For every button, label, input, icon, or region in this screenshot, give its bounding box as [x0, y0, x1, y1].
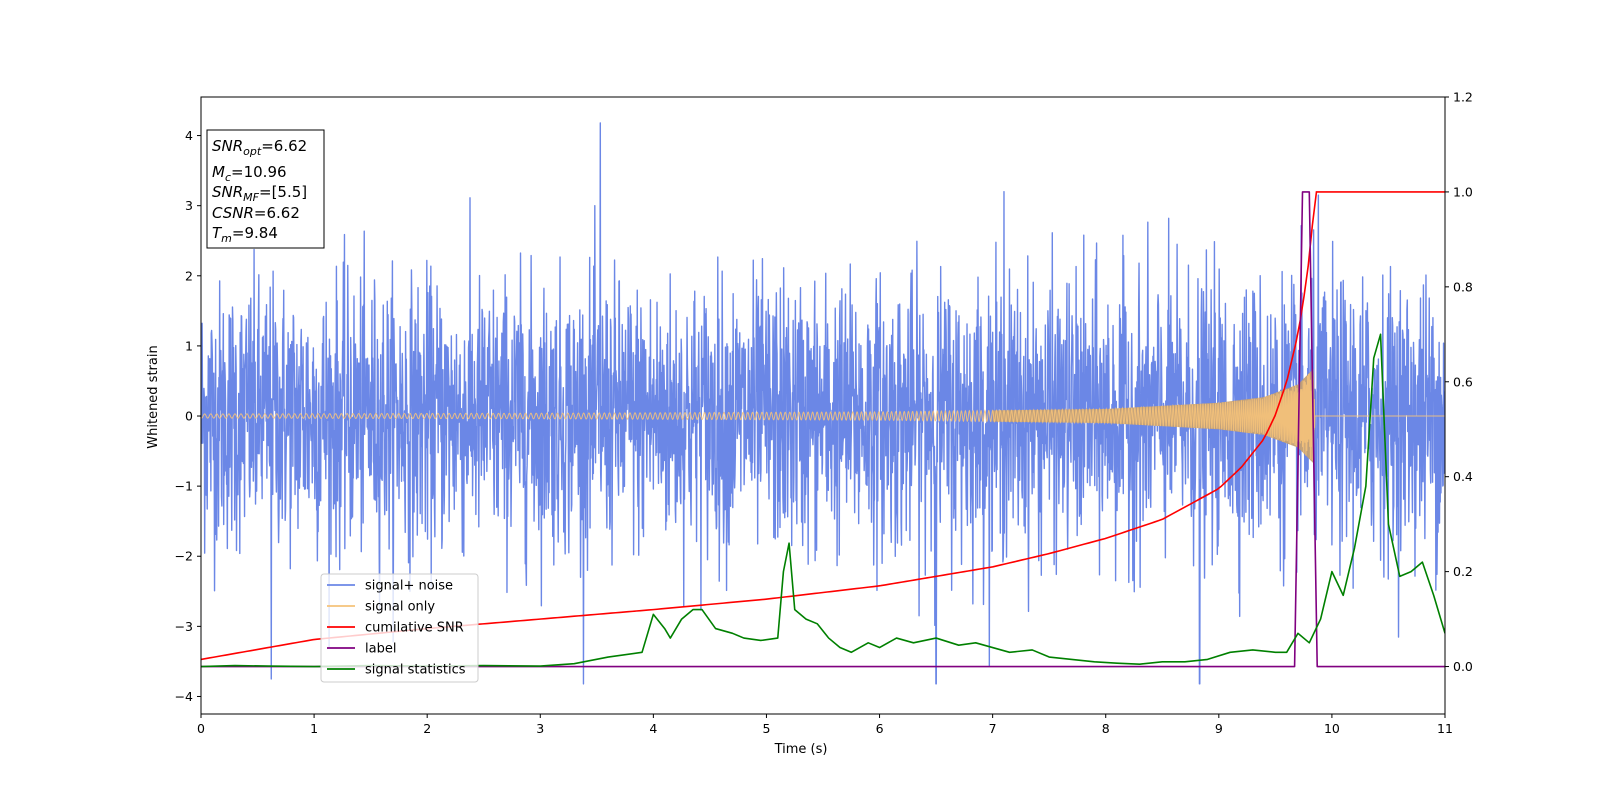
series-signal-only-line	[201, 371, 1445, 461]
series-label-line	[201, 191, 1445, 668]
x-tick-label: 11	[1437, 721, 1453, 736]
y-axis-label: Whitened strain	[146, 345, 161, 448]
x-tick-label: 5	[762, 721, 770, 736]
y2-tick-label: 0.2	[1453, 564, 1473, 579]
series-signal-statistics-line	[201, 333, 1445, 668]
x-tick-label: 8	[1102, 721, 1110, 736]
legend-entry-label: signal+ noise	[365, 579, 453, 594]
axes: 0 1 2 3 4 5 6 7 8 9 10 11 −4 −3 −2 −1 0 1 2 3 4 0.0 0.2 0.4 0.6 0…	[175, 90, 1473, 737]
y2-tick-label: 0.4	[1453, 469, 1473, 484]
y-tick-label: −3	[175, 619, 193, 634]
annotation-frame	[206, 129, 325, 249]
y2-tick-label: 0.6	[1453, 374, 1473, 389]
x-tick-label: 3	[536, 721, 544, 736]
annotation-line: Mc=10.96	[212, 163, 287, 184]
x-tick-label: 1	[310, 721, 318, 736]
legend-frame	[320, 573, 479, 683]
legend-entry-label: label	[365, 642, 396, 657]
x-tick-label: 7	[989, 721, 997, 736]
x-tick-label: 4	[649, 721, 657, 736]
y-tick-label: 1	[185, 338, 193, 353]
y2-tick-label: 0.8	[1453, 279, 1473, 294]
annotation-line: CSNR=6.62	[212, 204, 300, 222]
x-tick-label: 0	[197, 721, 205, 736]
annotation-line: SNRMF=[5.5]	[212, 183, 307, 204]
annotation-line: Tm=9.84	[212, 224, 278, 245]
y-tick-label: −1	[175, 479, 193, 494]
series-signal-noise-line	[201, 122, 1445, 685]
axes-frame	[200, 96, 1446, 715]
y2-tick-label: 1.0	[1453, 184, 1473, 199]
annotation-line: SNRopt=6.62	[212, 137, 307, 158]
y-tick-label: 0	[185, 409, 193, 424]
y-tick-label: −4	[175, 689, 193, 704]
y2-tick-label: 0.0	[1453, 659, 1473, 674]
y-tick-label: −2	[175, 549, 193, 564]
y-tick-label: 4	[185, 128, 193, 143]
x-tick-label: 6	[876, 721, 884, 736]
legend-entry-label: cumilative SNR	[365, 621, 464, 636]
x-axis-label: Time (s)	[774, 742, 828, 757]
x-tick-label: 9	[1215, 721, 1223, 736]
y-tick-label: 2	[185, 268, 193, 283]
legend-entry-label: signal only	[365, 600, 435, 615]
x-tick-label: 2	[423, 721, 431, 736]
y-tick-label: 3	[185, 198, 193, 213]
legend-entry-label: signal statistics	[365, 663, 466, 678]
x-tick-label: 10	[1324, 721, 1340, 736]
y2-tick-label: 1.2	[1453, 90, 1473, 105]
legend: signal+ noise signal only cumilative SNR la…	[320, 573, 479, 683]
